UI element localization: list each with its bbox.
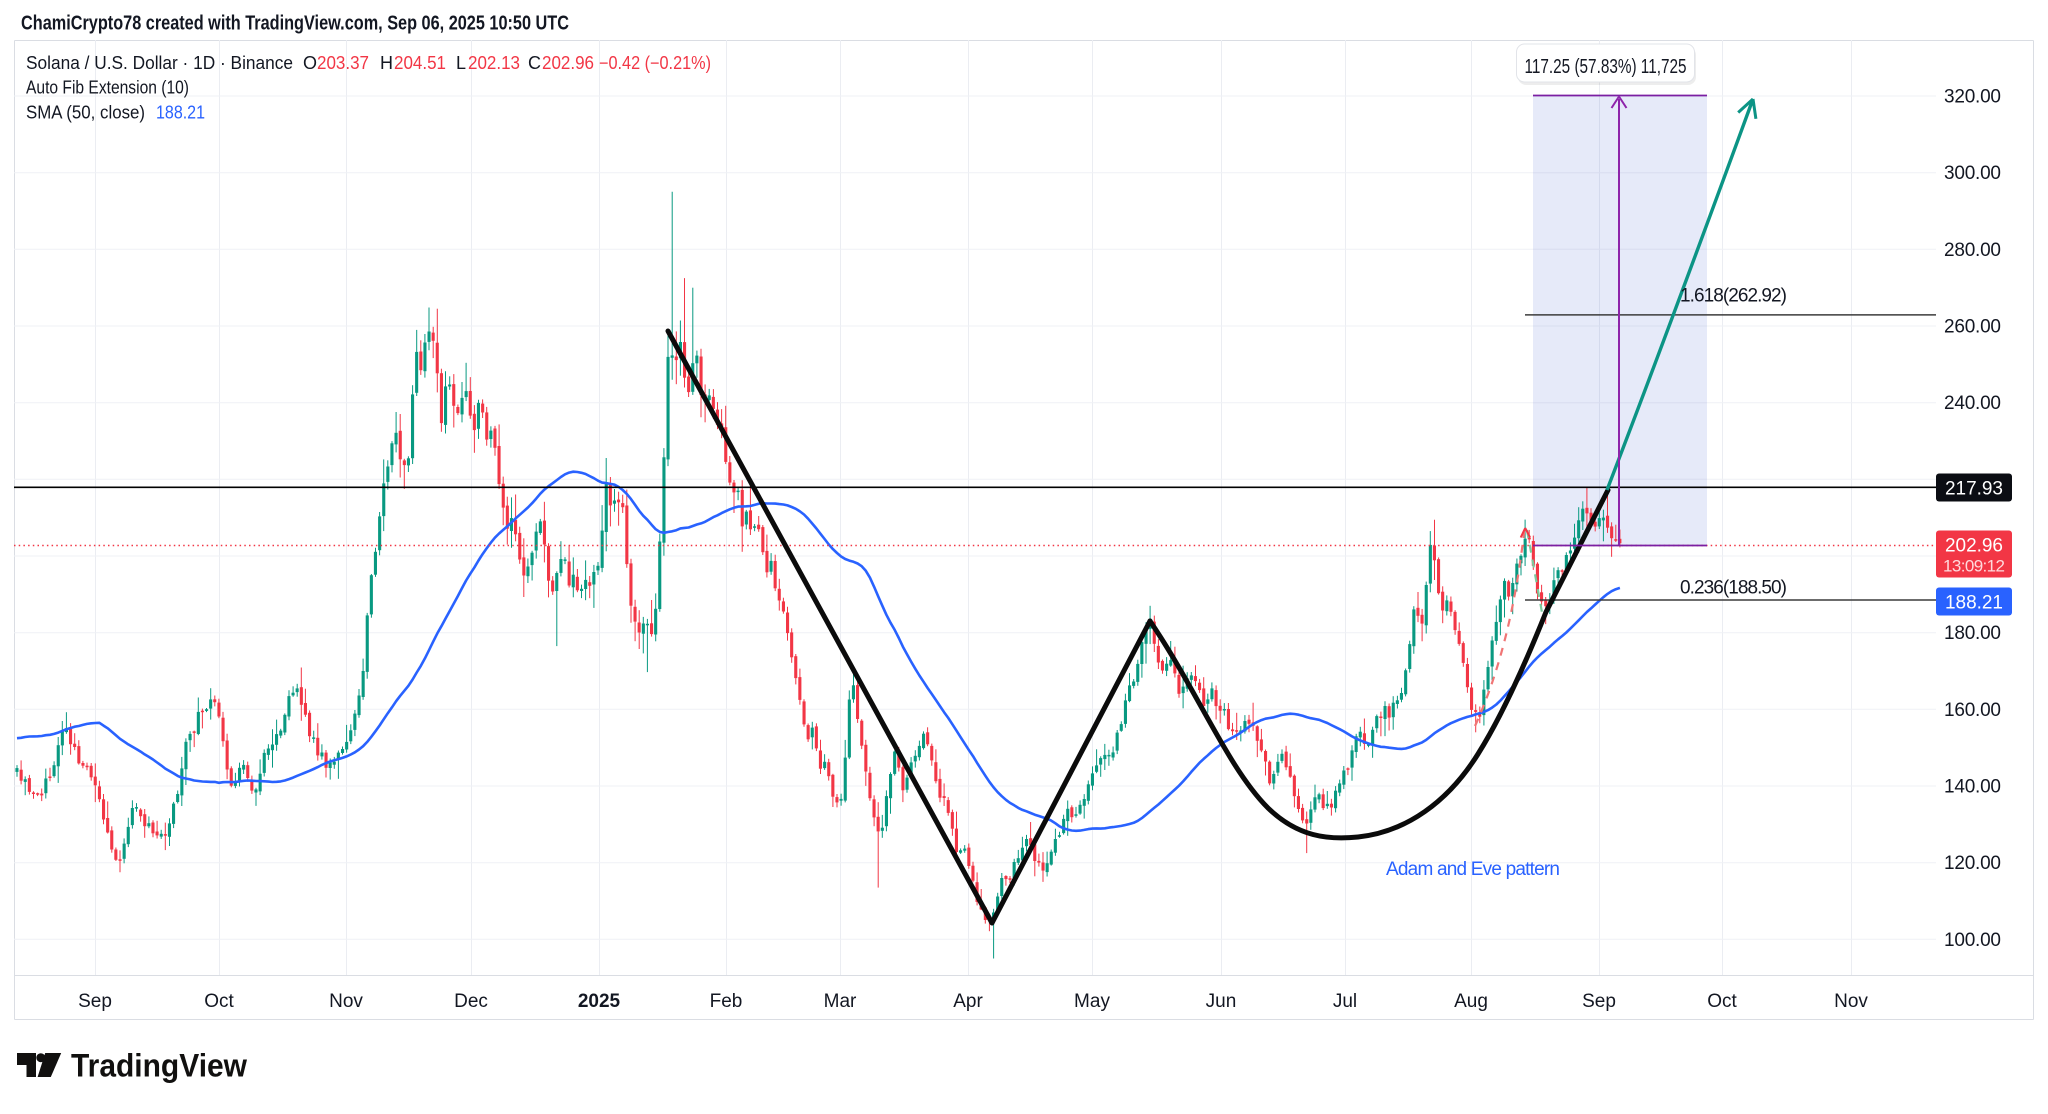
svg-text:Apr: Apr xyxy=(953,991,983,1012)
svg-text:13:09:12: 13:09:12 xyxy=(1943,557,2005,576)
svg-text:188.21: 188.21 xyxy=(1945,593,2003,614)
svg-text:202.96: 202.96 xyxy=(542,53,594,73)
svg-text:May: May xyxy=(1074,991,1110,1012)
svg-text:Auto Fib Extension (10): Auto Fib Extension (10) xyxy=(26,78,189,98)
svg-text:Aug: Aug xyxy=(1454,991,1488,1012)
svg-text:Dec: Dec xyxy=(454,991,488,1012)
svg-text:180.00: 180.00 xyxy=(1944,623,2001,644)
svg-text:Oct: Oct xyxy=(204,991,234,1012)
svg-text:Mar: Mar xyxy=(824,991,857,1012)
svg-text:260.00: 260.00 xyxy=(1944,317,2001,338)
svg-text:Jun: Jun xyxy=(1206,991,1237,1012)
svg-text:160.00: 160.00 xyxy=(1944,700,2001,721)
svg-text:280.00: 280.00 xyxy=(1944,240,2001,261)
svg-text:TradingView: TradingView xyxy=(71,1048,247,1084)
svg-text:H: H xyxy=(380,53,393,73)
svg-text:Jul: Jul xyxy=(1333,991,1357,1012)
svg-text:140.00: 140.00 xyxy=(1944,777,2001,798)
svg-text:SMA (50, close): SMA (50, close) xyxy=(26,103,145,123)
svg-text:117.25 (57.83%) 11,725: 117.25 (57.83%) 11,725 xyxy=(1525,56,1687,78)
svg-text:100.00: 100.00 xyxy=(1944,930,2001,951)
svg-text:1.618(262.92): 1.618(262.92) xyxy=(1680,286,1787,307)
svg-text:217.93: 217.93 xyxy=(1945,479,2003,500)
svg-text:320.00: 320.00 xyxy=(1944,87,2001,108)
svg-text:204.51: 204.51 xyxy=(394,53,446,73)
svg-text:−0.42 (−0.21%): −0.42 (−0.21%) xyxy=(599,53,711,73)
svg-text:240.00: 240.00 xyxy=(1944,393,2001,414)
svg-text:Nov: Nov xyxy=(329,991,363,1012)
svg-text:Adam and Eve pattern: Adam and Eve pattern xyxy=(1386,859,1560,880)
svg-text:O: O xyxy=(303,53,317,73)
svg-text:202.13: 202.13 xyxy=(468,53,520,73)
svg-text:300.00: 300.00 xyxy=(1944,163,2001,184)
svg-text:Feb: Feb xyxy=(710,991,743,1012)
svg-text:Sep: Sep xyxy=(78,991,112,1012)
svg-text:188.21: 188.21 xyxy=(156,103,205,123)
svg-text:Sep: Sep xyxy=(1582,991,1616,1012)
svg-text:203.37: 203.37 xyxy=(317,53,369,73)
svg-text:Nov: Nov xyxy=(1834,991,1868,1012)
svg-text:Solana / U.S. Dollar · 1D · Bi: Solana / U.S. Dollar · 1D · Binance xyxy=(26,53,293,73)
svg-text:120.00: 120.00 xyxy=(1944,853,2001,874)
svg-text:L: L xyxy=(456,53,466,73)
svg-text:C: C xyxy=(528,53,541,73)
svg-text:Oct: Oct xyxy=(1707,991,1737,1012)
svg-text:ChamiCrypto78 created with Tra: ChamiCrypto78 created with TradingView.c… xyxy=(21,13,569,35)
svg-text:2025: 2025 xyxy=(578,991,621,1012)
svg-text:0.236(188.50): 0.236(188.50) xyxy=(1680,578,1787,599)
svg-text:202.96: 202.96 xyxy=(1945,536,2003,557)
